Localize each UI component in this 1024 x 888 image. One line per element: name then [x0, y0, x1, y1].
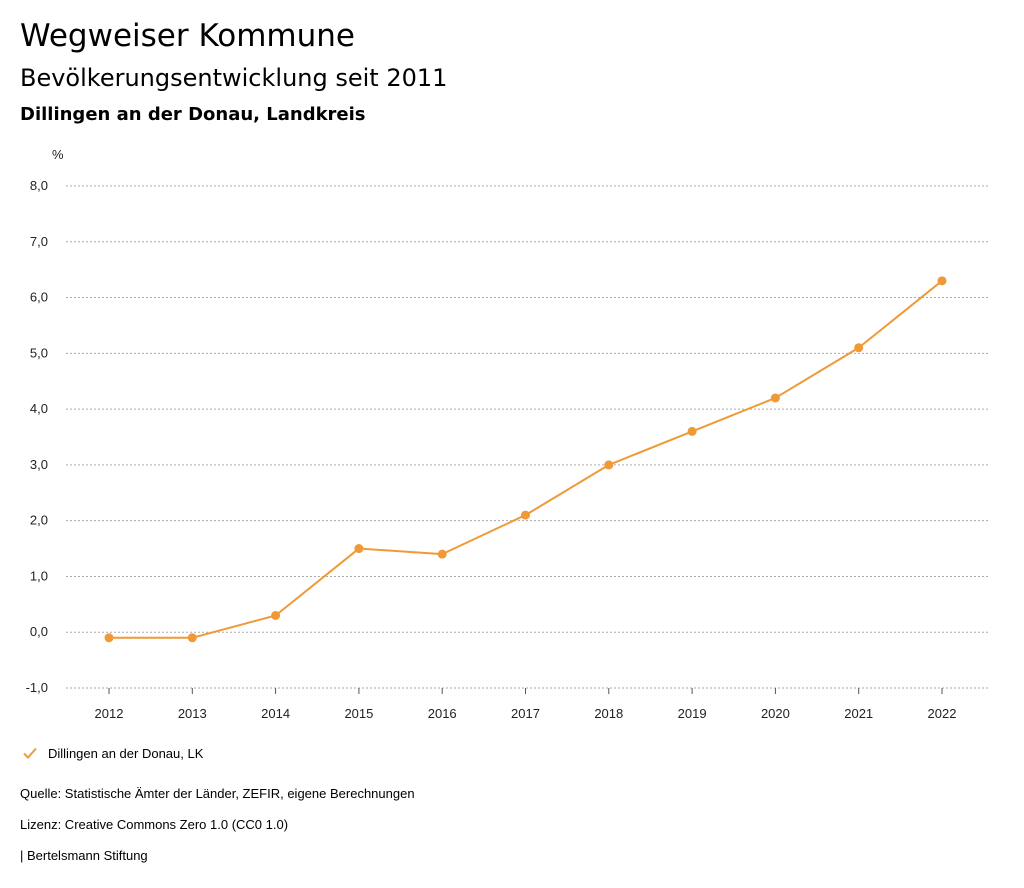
grid-lines	[66, 185, 990, 689]
x-tick-label: 2021	[844, 706, 873, 721]
chart-subtitle: Bevölkerungsentwicklung seit 2011	[20, 64, 448, 92]
x-tick-label: 2012	[95, 706, 124, 721]
x-tick-label: 2022	[928, 706, 957, 721]
x-tick-label: 2017	[511, 706, 540, 721]
data-point	[187, 633, 197, 643]
data-point	[437, 549, 447, 559]
x-tick-label: 2019	[678, 706, 707, 721]
data-point	[687, 426, 697, 436]
region-label: Dillingen an der Donau, Landkreis	[20, 104, 366, 125]
y-tick-label: 8,0	[30, 178, 48, 193]
publisher-note: | Bertelsmann Stiftung	[20, 848, 148, 863]
series-group	[104, 276, 947, 643]
y-axis-unit-label: %	[52, 147, 64, 162]
data-point	[271, 610, 281, 620]
y-tick-label: -1,0	[26, 680, 48, 695]
data-point	[604, 460, 614, 470]
y-axis-ticks: -1,0 0,0 1,0 2,0 3,0 4,0 5,0 6,0 7,0 8,0	[26, 178, 48, 695]
data-point	[104, 633, 114, 643]
data-point	[937, 276, 947, 286]
license-note: Lizenz: Creative Commons Zero 1.0 (CC0 1…	[20, 817, 289, 832]
data-point	[354, 544, 364, 554]
y-tick-label: 6,0	[30, 290, 48, 305]
x-tick-label: 2018	[594, 706, 623, 721]
data-point	[521, 510, 530, 520]
data-point	[770, 393, 780, 403]
x-tick-label: 2015	[344, 706, 373, 721]
legend-check-icon[interactable]	[22, 745, 38, 761]
y-tick-label: 7,0	[30, 234, 48, 249]
x-tick-label: 2013	[178, 706, 207, 721]
series-line	[109, 280, 943, 639]
legend[interactable]: Dillingen an der Donau, LK	[22, 745, 203, 761]
x-tick-label: 2016	[428, 706, 457, 721]
y-tick-label: 0,0	[30, 624, 48, 639]
y-tick-label: 4,0	[30, 401, 48, 416]
x-tick-label: 2020	[761, 706, 790, 721]
x-tick-label: 2014	[261, 706, 290, 721]
y-tick-label: 5,0	[30, 345, 48, 360]
source-note: Quelle: Statistische Ämter der Länder, Z…	[20, 786, 415, 801]
y-tick-label: 1,0	[30, 568, 48, 583]
data-point	[854, 343, 864, 353]
page-title: Wegweiser Kommune	[20, 18, 355, 54]
x-axis-ticks: 2012 2013 2014 2015 2016 2017 2018 2019 2020 2021…	[95, 688, 957, 721]
y-tick-label: 2,0	[30, 513, 48, 528]
line-chart: % -1,00,01,02,03,04,05,06,07,08,0 2012 20…	[26, 147, 990, 721]
y-tick-label: 3,0	[30, 457, 48, 472]
legend-series-label: Dillingen an der Donau, LK	[48, 745, 204, 761]
